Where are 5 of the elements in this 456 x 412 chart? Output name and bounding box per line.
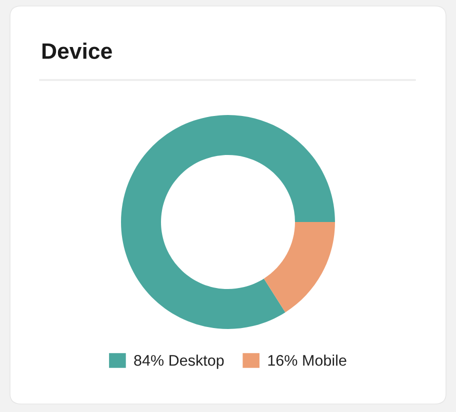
chart-title: Device	[42, 42, 112, 59]
legend-label: 16% Mobile	[268, 354, 346, 366]
donut-slice	[264, 222, 335, 312]
legend-label: 84% Desktop	[134, 354, 224, 369]
donut-slice	[121, 115, 335, 329]
